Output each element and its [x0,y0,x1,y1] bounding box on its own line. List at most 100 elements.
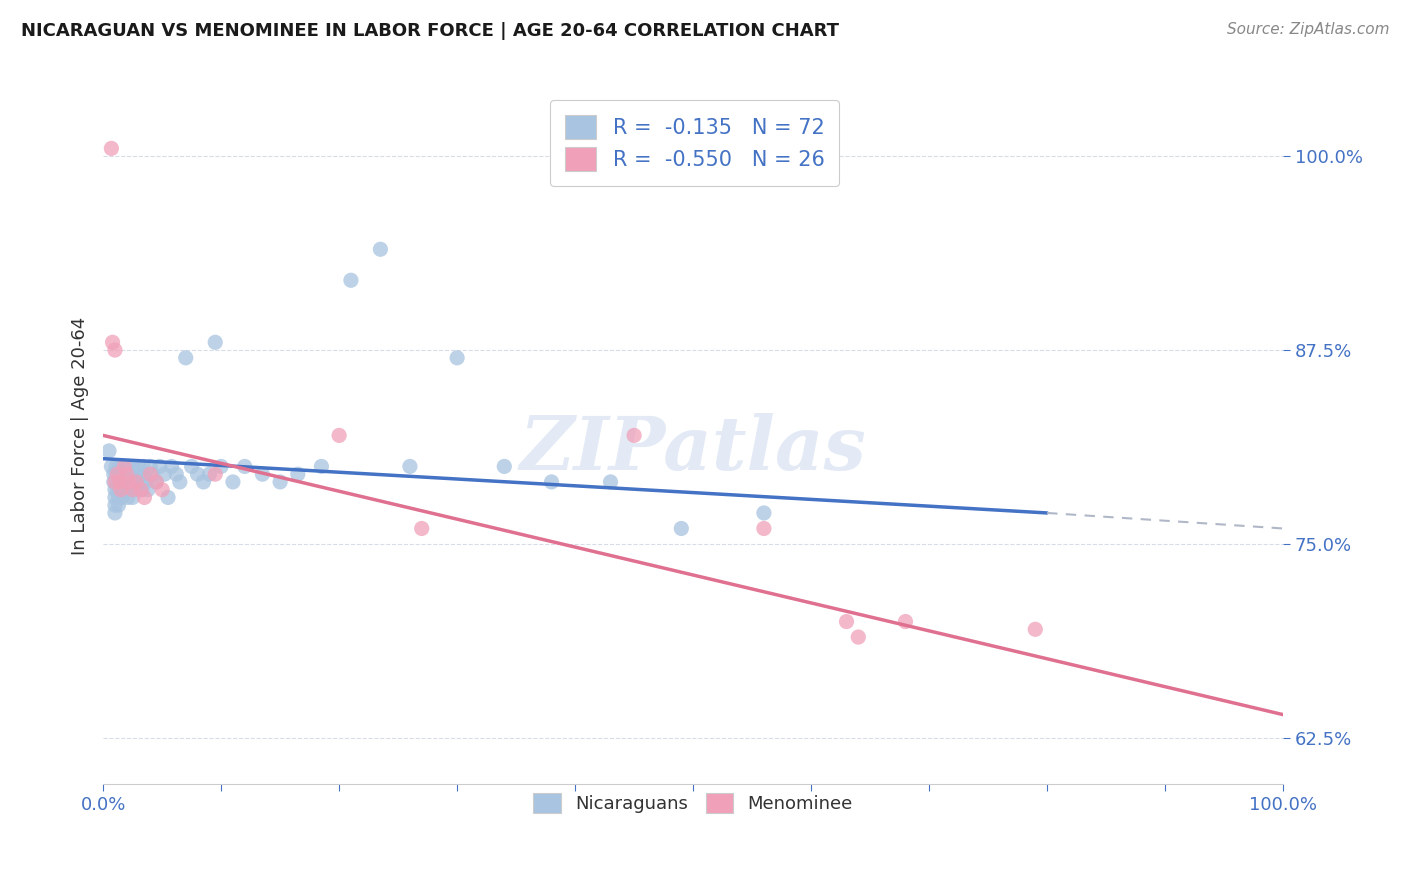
Point [125,475,148,489]
Point [150,483,173,497]
Point [132,459,155,474]
Point [107,498,129,512]
Point [112,467,135,482]
Point [101,335,124,350]
Point [149,459,172,474]
Point [111,491,134,505]
Point [118,467,141,482]
Point [340,273,363,287]
Point [134,467,156,482]
Point [1024,622,1046,636]
Point [145,475,167,489]
Point [186,467,208,482]
Point [108,459,131,474]
Legend: Nicaraguans, Menominee: Nicaraguans, Menominee [523,781,863,824]
Point [121,491,143,505]
Point [160,459,183,474]
Point [411,521,433,535]
Text: NICARAGUAN VS MENOMINEE IN LABOR FORCE | AGE 20-64 CORRELATION CHART: NICARAGUAN VS MENOMINEE IN LABOR FORCE |… [21,22,839,40]
Point [108,467,131,482]
Point [118,475,141,489]
Point [145,475,167,489]
Point [100,459,122,474]
Point [114,475,136,489]
Point [165,467,187,482]
Point [125,475,148,489]
Point [105,483,128,497]
Point [623,428,645,442]
Point [115,483,138,497]
Point [117,491,139,505]
Point [269,475,291,489]
Point [98,444,121,458]
Point [136,483,159,497]
Point [110,483,132,497]
Point [128,459,150,474]
Point [129,483,152,497]
Point [108,475,131,489]
Point [122,459,145,474]
Text: ZIPatlas: ZIPatlas [520,413,866,485]
Point [104,498,127,512]
Point [671,521,693,535]
Point [120,475,142,489]
Point [124,467,146,482]
Point [127,483,149,497]
Point [252,467,274,482]
Point [153,467,176,482]
Point [209,459,232,474]
Point [835,615,858,629]
Point [311,459,333,474]
Point [599,475,621,489]
Point [139,467,162,482]
Point [104,475,127,489]
Point [222,475,245,489]
Point [105,459,128,474]
Point [103,467,125,482]
Point [204,335,226,350]
Point [157,491,180,505]
Point [540,475,562,489]
Point [105,467,128,482]
Point [129,475,152,489]
Point [169,475,191,489]
Point [121,483,143,497]
Point [134,491,156,505]
Point [118,459,141,474]
Point [174,351,197,365]
Point [104,506,127,520]
Point [399,459,422,474]
Point [846,630,869,644]
Point [752,521,775,535]
Point [139,459,162,474]
Point [446,351,468,365]
Point [328,428,350,442]
Point [370,242,392,256]
Point [894,615,917,629]
Point [105,467,128,482]
Point [104,343,127,357]
Point [193,475,215,489]
Point [105,475,128,489]
Point [752,506,775,520]
Point [110,475,132,489]
Point [120,483,142,497]
Point [142,467,165,482]
Point [1107,816,1129,830]
Point [112,459,135,474]
Point [100,141,122,155]
Point [107,491,129,505]
Point [135,475,157,489]
Point [198,467,221,482]
Point [131,483,153,497]
Point [204,467,226,482]
Point [104,491,127,505]
Point [287,467,309,482]
Point [112,459,135,474]
Point [494,459,516,474]
Point [180,459,202,474]
Point [110,483,132,497]
Point [128,467,150,482]
Point [115,467,138,482]
Text: Source: ZipAtlas.com: Source: ZipAtlas.com [1226,22,1389,37]
